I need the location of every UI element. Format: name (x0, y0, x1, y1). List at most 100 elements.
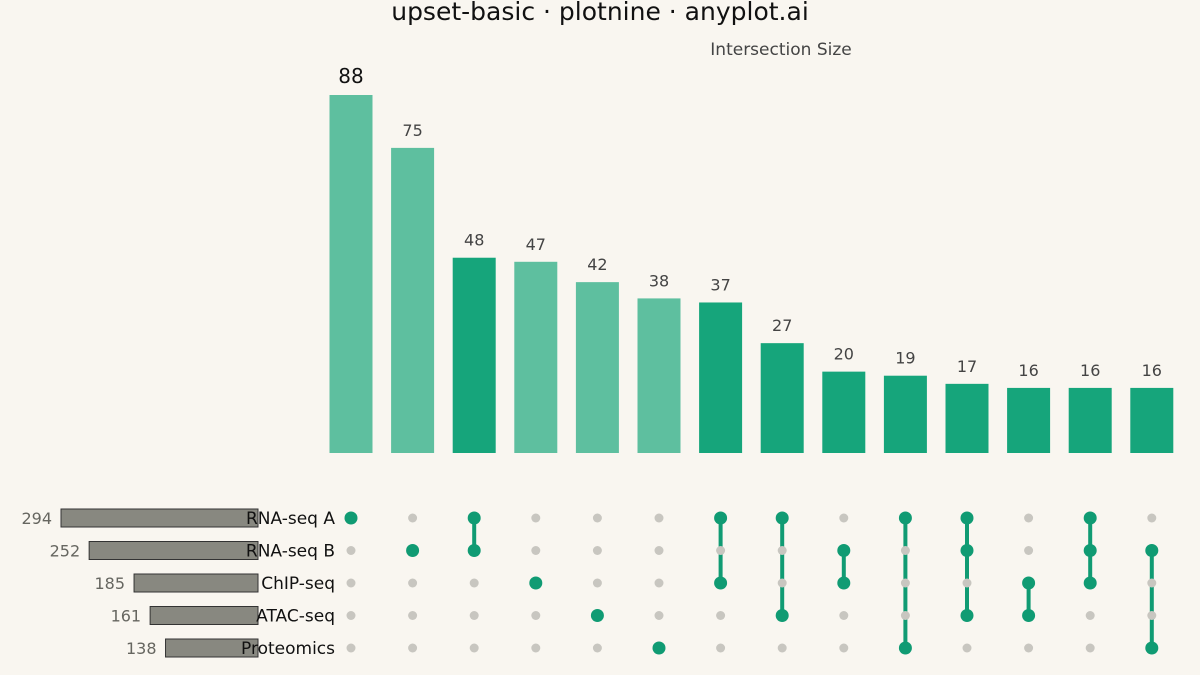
bar-value-label: 42 (587, 255, 607, 274)
membership-dot-active (344, 511, 358, 525)
membership-dot-inactive (346, 611, 356, 620)
membership-dot-active (1083, 544, 1097, 557)
membership-dot-inactive (531, 643, 541, 653)
intersection-bar (391, 147, 435, 454)
membership-dot-inactive (900, 611, 910, 620)
membership-dot-inactive (654, 546, 664, 555)
bar-value-label: 16 (1018, 361, 1038, 380)
intersection-bar (637, 298, 681, 453)
membership-dot-active (1022, 576, 1036, 590)
intersection-bars: 88 75 48 47 42 38 37 27 20 19 17 16 16 16 (329, 64, 1174, 454)
intersection-bar (575, 282, 619, 453)
membership-dot-inactive (962, 643, 972, 653)
membership-dot-inactive (1147, 578, 1157, 588)
membership-dot-inactive (408, 513, 418, 523)
membership-dot-inactive (839, 643, 849, 653)
membership-dot-inactive (716, 643, 726, 653)
membership-dot-inactive (716, 546, 726, 555)
intersection-bar (1007, 387, 1051, 453)
y-axis-label: Intersection Size (710, 40, 851, 60)
set-size-value: 161 (111, 607, 142, 626)
intersection-bar (452, 257, 496, 453)
membership-dot-inactive (1024, 513, 1034, 523)
set-size-value: 138 (126, 639, 157, 658)
membership-dot-inactive (777, 578, 787, 588)
membership-dot-inactive (531, 546, 541, 555)
set-name-label: ChIP-seq (261, 574, 335, 594)
bar-value-label: 48 (464, 231, 484, 250)
set-size-bar (133, 573, 259, 593)
membership-dot-active (714, 576, 728, 590)
membership-dot-active (467, 511, 481, 525)
membership-matrix (344, 511, 1159, 655)
intersection-bar (945, 383, 989, 453)
bar-value-label: 27 (772, 316, 792, 335)
membership-dot-active (590, 609, 604, 622)
membership-dot-inactive (654, 578, 664, 588)
membership-dot-active (652, 641, 666, 655)
set-name-label: ATAC-seq (256, 607, 335, 627)
set-size-bar (60, 508, 259, 528)
membership-dot-inactive (839, 611, 849, 620)
membership-dot-active (1145, 641, 1159, 655)
intersection-bar (760, 343, 804, 453)
membership-dot-inactive (408, 578, 418, 588)
membership-dot-active (1022, 609, 1036, 622)
membership-dot-inactive (592, 578, 602, 588)
membership-dot-active (1145, 544, 1159, 557)
membership-dot-active (529, 576, 543, 590)
membership-dot-inactive (1147, 513, 1157, 523)
membership-dot-inactive (531, 513, 541, 523)
membership-dot-inactive (777, 643, 787, 653)
membership-dot-inactive (408, 611, 418, 620)
intersection-bar (1068, 387, 1112, 453)
set-size-bars: 294 RNA-seq A 252 RNA-seq B 185 ChIP-seq 161 AT… (21, 508, 335, 659)
membership-dot-inactive (1024, 643, 1034, 653)
membership-dot-inactive (531, 611, 541, 620)
bar-value-label: 19 (895, 349, 915, 368)
intersection-bar (1130, 387, 1174, 453)
set-size-bar (149, 606, 259, 625)
membership-dot-active (714, 511, 728, 525)
membership-dot-active (960, 609, 974, 622)
bar-value-label: 47 (526, 235, 546, 254)
membership-dot-active (960, 544, 974, 557)
bar-value-label: 37 (710, 275, 730, 294)
membership-dot-inactive (654, 611, 664, 620)
membership-dot-inactive (1085, 643, 1095, 653)
membership-dot-inactive (592, 643, 602, 653)
bar-value-label: 17 (957, 357, 977, 376)
set-size-value: 294 (21, 509, 52, 528)
membership-dot-active (960, 511, 974, 525)
membership-dot-inactive (408, 643, 418, 653)
membership-dot-inactive (1085, 611, 1095, 620)
membership-dot-inactive (469, 643, 479, 653)
membership-dot-inactive (592, 546, 602, 555)
intersection-bar (699, 302, 743, 453)
membership-dot-inactive (592, 513, 602, 523)
membership-dot-inactive (346, 546, 356, 555)
set-size-bar (88, 541, 259, 560)
bar-value-label: 88 (338, 64, 363, 88)
membership-dot-active (898, 511, 912, 525)
membership-dot-active (467, 544, 481, 557)
set-name-label: RNA-seq B (246, 542, 335, 562)
membership-dot-inactive (654, 513, 664, 523)
membership-dot-active (898, 641, 912, 655)
membership-dot-inactive (346, 643, 356, 653)
set-size-value: 252 (50, 542, 81, 561)
set-name-label: RNA-seq A (246, 509, 335, 529)
intersection-bar (329, 95, 373, 453)
bar-value-label: 16 (1142, 361, 1162, 380)
membership-dot-inactive (716, 611, 726, 620)
membership-dot-active (1083, 576, 1097, 590)
bar-value-label: 20 (834, 345, 854, 364)
intersection-bar (514, 261, 558, 453)
membership-dot-inactive (346, 578, 356, 588)
membership-dot-active (837, 544, 851, 557)
membership-dot-inactive (469, 578, 479, 588)
bar-value-label: 16 (1080, 361, 1100, 380)
membership-dot-inactive (777, 546, 787, 555)
set-size-bar (165, 638, 259, 658)
